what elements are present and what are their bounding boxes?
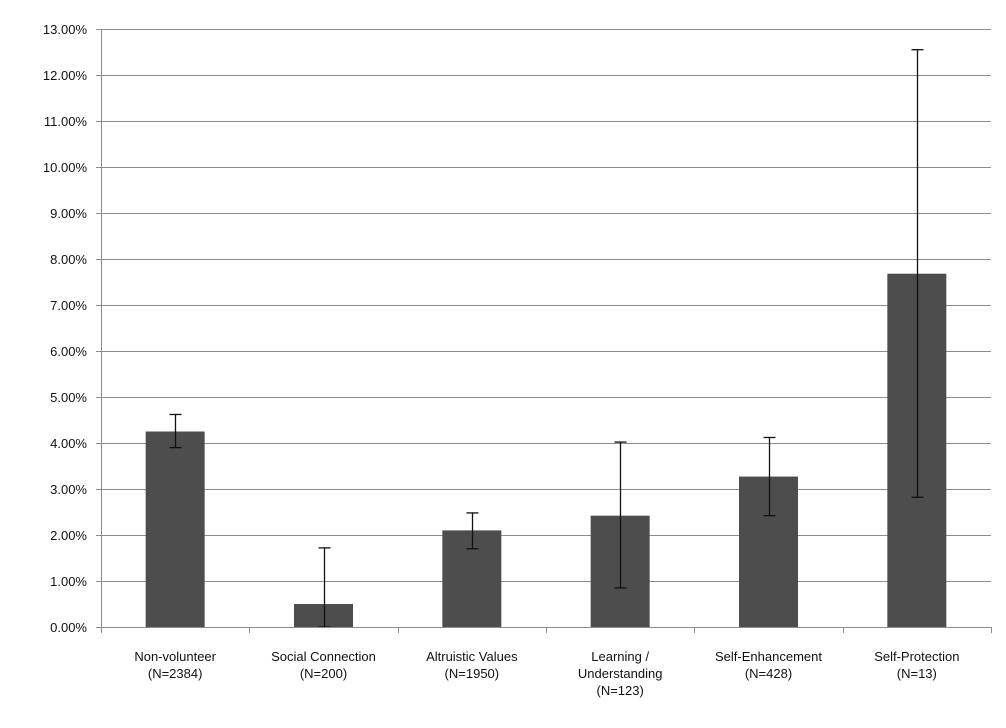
y-axis-tick-labels: 0.00% 1.00% 2.00% 3.00% 4.00% 5.00% 6.00% 7.00%… [43,22,88,635]
x-axis-category-labels: Non-volunteer (N=2384) Social Connection (N… [134,649,959,698]
y-tick-label: 11.00% [44,114,88,129]
y-tick-label: 2.00% [50,528,87,543]
bar [145,431,205,627]
x-tick-label: (N=2384) [148,666,203,681]
gridlines [101,29,991,582]
x-tick-label: Self-Protection [874,649,959,664]
bar [739,476,798,627]
y-tick-label: 8.00% [50,252,87,267]
y-tick-label: 6.00% [50,344,87,359]
y-tick-label: 1.00% [50,574,87,589]
y-tick-label: 0.00% [50,620,87,635]
bar [294,604,353,627]
x-tick-label: (N=13) [897,666,937,681]
y-tick-label: 13.00% [43,22,88,37]
x-tick-label: Altruistic Values [426,649,518,664]
error-bars [169,49,924,628]
x-tick-label: (N=428) [745,666,792,681]
x-tick-label: (N=123) [597,683,644,698]
y-tick-label: 9.00% [50,206,87,221]
axes [96,29,992,633]
x-tick-label: Social Connection [271,649,376,664]
x-tick-label: Non-volunteer [134,649,216,664]
x-tick-label: Understanding [578,666,663,681]
bar [887,273,947,627]
x-tick-label: Self-Enhancement [715,649,822,664]
y-tick-label: 3.00% [50,482,87,497]
y-tick-label: 12.00% [43,68,88,83]
y-tick-label: 7.00% [50,298,87,313]
x-tick-label: (N=200) [300,666,347,681]
x-tick-label: Learning / [591,649,649,664]
y-tick-label: 10.00% [43,160,88,175]
bar [442,530,502,627]
bars [145,273,947,627]
x-tick-label: (N=1950) [445,666,500,681]
y-tick-label: 5.00% [50,390,87,405]
y-tick-label: 4.00% [50,436,87,451]
